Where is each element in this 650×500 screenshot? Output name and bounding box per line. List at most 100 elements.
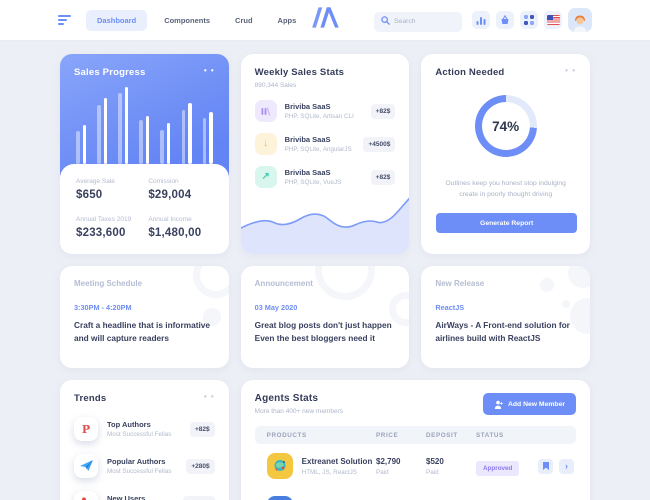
weekly-wave-area: [240, 198, 410, 254]
announcement-text: Great blog posts don't just happen Even …: [254, 320, 392, 343]
item-sub: Most Successful Fellas: [107, 468, 172, 476]
card-menu-dots[interactable]: • •: [203, 66, 215, 75]
user-avatar[interactable]: [568, 8, 592, 32]
app-logo[interactable]: [310, 7, 340, 34]
add-user-icon: [494, 400, 503, 409]
sales-progress-title: Sales Progress: [74, 67, 146, 78]
item-name: Briviba SaaS: [284, 101, 331, 111]
item-name: Popular Authors: [107, 456, 166, 466]
apps-grid-button[interactable]: [520, 11, 538, 29]
ring-decoration: [315, 266, 376, 300]
new-release-text: AirWays - A Front-end solution for airli…: [435, 320, 570, 343]
nav-item-dashboard[interactable]: Dashboard: [86, 9, 148, 31]
card-menu-dots[interactable]: • •: [565, 66, 576, 75]
dot-decoration: [562, 300, 570, 308]
amount-badge: +82$: [370, 169, 396, 185]
weekly-sales-title: Weekly Sales Stats: [254, 67, 345, 78]
item-sub: PHP, SQLite, AngularJS: [284, 146, 352, 154]
us-flag-icon: [546, 15, 560, 25]
announcement-label: Announcement: [254, 279, 313, 288]
sales-progress-card: Sales Progress • • Average Sale $650 Com…: [60, 54, 229, 254]
amount-badge: +280$: [186, 458, 215, 474]
amount-badge: +82$: [190, 421, 215, 437]
weekly-sales-card: Weekly Sales Stats 890,344 Sales Brivi: [240, 54, 410, 254]
price-value: $2,790: [376, 456, 401, 466]
stat-label: Annual Taxes 2019: [76, 216, 132, 223]
search-icon: [381, 15, 390, 25]
ring-decoration: [389, 292, 410, 326]
pinterest-letter: P: [81, 422, 91, 436]
nav-item-components[interactable]: Components: [164, 15, 211, 25]
nav-item-crud[interactable]: Crud: [235, 15, 253, 25]
weekly-wave-line: [241, 198, 410, 228]
search-input[interactable]: [374, 11, 462, 32]
dot-decoration: [202, 308, 221, 326]
nav-left: Dashboard Components Crud Apps: [58, 9, 304, 31]
new-release-label: New Release: [435, 279, 485, 288]
list-item[interactable]: ↓ Briviba SaaS PHP, SQLite, AngularJS +4…: [254, 133, 396, 155]
paper-plane-icon: [74, 454, 98, 478]
open-row-button[interactable]: ›: [559, 458, 574, 474]
stat-value: $650: [76, 189, 103, 201]
product-name: Extreanet Solution: [301, 456, 373, 466]
chevron-right-icon: ›: [565, 460, 568, 471]
amount-badge: +4500$: [363, 136, 396, 152]
agents-stats-card: Agents Stats More than 400+ new members …: [240, 380, 590, 500]
stat-label: Average Sale: [76, 178, 115, 185]
stat-label: Comission: [148, 178, 179, 185]
weekly-sales-subtitle: 890,344 Sales: [254, 82, 297, 89]
basket-icon: [501, 15, 509, 24]
column-products: PRODUCTS: [266, 431, 307, 439]
meeting-time: 3:30PM - 4:20PM: [74, 303, 132, 312]
list-item[interactable]: Briviba SaaS PHP, SQLite, Artisan CLI +8…: [254, 100, 396, 122]
price-sub: Paid: [376, 468, 389, 476]
bar-chart-icon: [254, 100, 277, 122]
language-button[interactable]: [544, 11, 562, 29]
nav-right: [374, 8, 592, 32]
trends-card: Trends • • P Top Authors Most Successful…: [60, 380, 229, 500]
nav-item-apps[interactable]: Apps: [277, 15, 297, 25]
stat-comission: Comission $29,004: [148, 178, 212, 201]
trends-title: Trends: [74, 393, 107, 404]
meeting-schedule-label: Meeting Schedule: [74, 279, 143, 288]
avatar-person-icon: [573, 15, 587, 32]
list-item[interactable]: Popular Authors Most Successful Fellas +…: [74, 454, 215, 478]
add-button-label: Add New Member: [507, 400, 565, 408]
sales-chart-panel: Sales Progress • •: [60, 54, 229, 178]
stat-average-sale: Average Sale $650: [76, 178, 140, 201]
column-price: PRICE: [376, 431, 399, 439]
sales-bar-chart: [76, 82, 213, 164]
add-new-member-button[interactable]: Add New Member: [482, 393, 576, 415]
bookmark-button[interactable]: [538, 458, 553, 474]
dot-decoration: [570, 298, 590, 334]
list-item[interactable]: P Top Authors Most Successful Fellas +82…: [74, 417, 215, 441]
hamburger-menu-icon[interactable]: [58, 15, 71, 25]
table-header: PRODUCTS PRICE DEPOSIT STATUS: [254, 426, 576, 444]
weekly-trend-area-chart: [240, 192, 410, 254]
list-item[interactable]: New Users Most Successful Fellas +4500$: [74, 491, 215, 500]
action-needed-title: Action Needed: [435, 67, 505, 78]
pinterest-icon: P: [74, 417, 98, 441]
stat-annual-taxes: Annual Taxes 2019 $233,600: [76, 216, 140, 239]
apps-grid-icon: [524, 15, 534, 25]
agents-stats-title: Agents Stats: [254, 393, 319, 404]
deposit-sub: Paid: [426, 468, 439, 476]
completion-donut: 74%: [474, 95, 537, 157]
generate-report-button[interactable]: Generate Report: [436, 213, 577, 234]
basket-button[interactable]: [496, 11, 514, 29]
list-item[interactable]: ↗ Briviba SaaS PHP, SQLite, VueJS +82$: [254, 166, 396, 188]
table-row[interactable]: Telegram SaaS $4,600 $1,600: [255, 487, 576, 500]
bookmark-icon: [542, 462, 549, 470]
table-row[interactable]: Extreanet Solution HTML, JS, ReactJS $2,…: [255, 444, 576, 487]
card-menu-dots[interactable]: • •: [203, 392, 215, 401]
stats-button[interactable]: [472, 11, 490, 29]
sales-stats-panel: Average Sale $650 Comission $29,004 Annu…: [60, 164, 229, 254]
dot-decoration: [568, 266, 590, 288]
action-description: Outlines keep you honest stop indulging …: [445, 180, 566, 199]
completion-percent: 74%: [492, 118, 520, 134]
new-release-tag: ReactJS: [435, 303, 465, 312]
new-release-card: New Release ReactJS AirWays - A Front-en…: [421, 266, 590, 368]
column-deposit: DEPOSIT: [426, 431, 458, 439]
announcement-date: 03 May 2020: [254, 303, 298, 312]
